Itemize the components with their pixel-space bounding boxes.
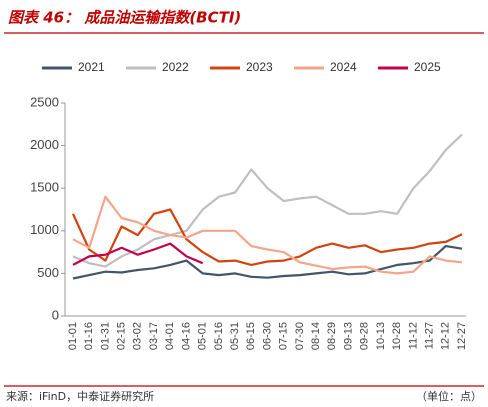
legend-label: 2025 [414,60,441,74]
x-tick-label: 11-12 [407,322,419,349]
x-tick-label: 12-12 [440,322,452,350]
legend-label: 2024 [330,60,357,74]
x-tick-label: 06-30 [261,322,273,350]
legend-label: 2021 [78,60,105,74]
unit: （单位：点） [416,389,482,403]
y-tick-label: 0 [52,307,59,322]
source: 来源：iFinD，中泰证券研究所 [6,389,154,403]
x-tick-label: 01-01 [67,322,79,350]
x-tick-label: 09-28 [359,322,371,350]
x-tick-label: 08-14 [310,322,322,350]
x-tick-label: 06-15 [245,322,257,350]
series-line [72,245,463,280]
x-tick-label: 10-28 [391,322,403,350]
legend-label: 2023 [246,60,273,74]
x-tick-label: 01-16 [83,322,95,350]
y-tick-label: 2000 [30,137,59,152]
x-tick-label: 08-29 [326,322,338,350]
y-tick-label: 2500 [30,94,59,109]
x-tick-label: 09-13 [342,322,354,350]
x-tick-label: 02-15 [116,322,128,350]
x-tick-label: 10-13 [375,322,387,350]
x-tick-label: 05-01 [197,322,209,350]
series-line [71,208,463,266]
x-tick-label: 07-15 [278,322,290,350]
x-tick-label: 03-17 [148,322,160,350]
series-line [72,195,463,275]
x-tick-label: 04-01 [164,322,176,350]
x-tick-label: 07-30 [294,322,306,350]
x-tick-label: 03-02 [132,322,144,350]
series-line [72,242,204,266]
chart-title: 图表 46： 成品油运输指数(BCTI) [8,9,241,27]
x-tick-label: 12-27 [456,322,468,350]
x-tick-label: 05-16 [213,322,225,350]
x-tick-label: 01-31 [99,322,111,350]
y-tick-label: 1500 [30,180,59,195]
x-tick-label: 11-27 [423,322,435,349]
y-tick-label: 500 [37,265,59,280]
x-tick-label: 05-31 [229,322,241,350]
x-tick-label: 04-16 [180,322,192,350]
series-line [72,133,463,268]
y-tick-label: 1000 [30,222,59,237]
legend-label: 2022 [162,60,189,74]
